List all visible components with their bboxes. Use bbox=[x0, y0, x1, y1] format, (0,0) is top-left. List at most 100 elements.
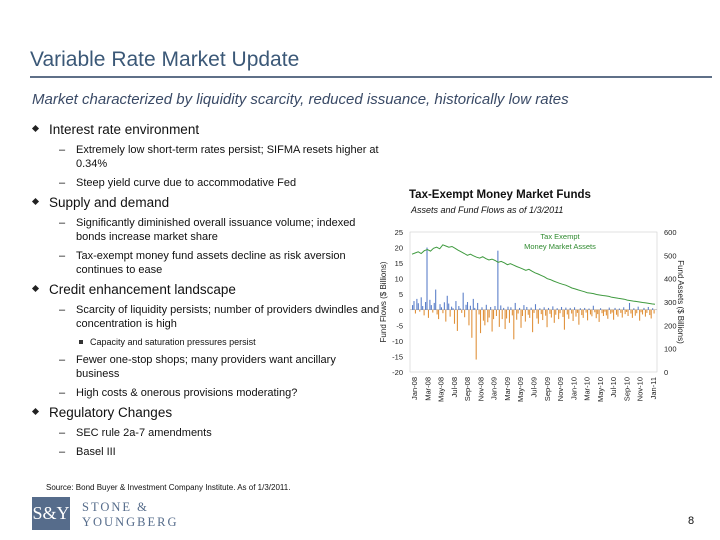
x-tick-label: Jan-09 bbox=[490, 377, 499, 400]
x-tick-label: Nov-09 bbox=[556, 377, 565, 401]
flow-bar bbox=[601, 309, 603, 314]
flow-bar bbox=[495, 309, 497, 316]
flow-bar bbox=[565, 307, 567, 310]
flow-bar bbox=[578, 309, 580, 325]
flow-bar bbox=[485, 304, 487, 310]
flow-bar bbox=[626, 309, 628, 312]
dash-bullet-icon: – bbox=[59, 250, 66, 262]
flow-bar bbox=[524, 309, 526, 322]
flow-bar bbox=[498, 309, 500, 327]
flow-bar bbox=[589, 309, 591, 315]
flow-bar bbox=[513, 309, 515, 340]
flow-bar bbox=[634, 309, 636, 316]
sub-bullet-text: Significantly diminished overall issuanc… bbox=[76, 217, 356, 243]
flow-bar bbox=[413, 301, 415, 310]
flow-bar bbox=[613, 309, 615, 320]
flow-bar bbox=[453, 309, 456, 324]
flow-bar bbox=[575, 309, 577, 317]
flow-bar bbox=[429, 299, 431, 310]
flow-bar bbox=[425, 302, 427, 310]
y-tick-label: -10 bbox=[392, 337, 403, 346]
flow-bar bbox=[464, 309, 466, 318]
flow-bar bbox=[588, 308, 590, 310]
flow-bar bbox=[500, 305, 502, 310]
flow-bar bbox=[474, 307, 476, 310]
x-tick-label: Nov-08 bbox=[476, 377, 485, 401]
x-tick-label: Jan-11 bbox=[649, 377, 658, 399]
sub-sub-bullet-text: Capacity and saturation pressures persis… bbox=[90, 337, 256, 347]
y-tick-label: 15 bbox=[395, 259, 403, 268]
flow-bar bbox=[449, 309, 451, 317]
diamond-bullet-icon bbox=[31, 124, 40, 133]
flow-bar bbox=[547, 307, 550, 310]
flow-bar bbox=[637, 306, 639, 310]
flow-bar bbox=[438, 309, 440, 320]
flow-bar bbox=[458, 306, 460, 310]
flow-bar bbox=[469, 305, 471, 310]
flow-bar bbox=[649, 309, 651, 316]
flow-bar bbox=[443, 302, 445, 310]
bullet-text: Credit enhancement landscape bbox=[49, 282, 236, 297]
flow-bar bbox=[427, 309, 429, 318]
x-tick-label: Sep-09 bbox=[543, 377, 552, 401]
x-tick-label: Jul-08 bbox=[450, 377, 459, 397]
flow-bar bbox=[653, 309, 655, 314]
y2-tick-label: 100 bbox=[664, 345, 677, 354]
y-tick-label: -15 bbox=[392, 352, 403, 361]
flow-bar bbox=[511, 309, 513, 316]
sub-bullet-item: – High costs & onerous provisions moderat… bbox=[30, 386, 380, 400]
flow-bar bbox=[494, 306, 496, 310]
flow-bar bbox=[600, 308, 602, 310]
assets-line-label: Money Market Assets bbox=[524, 242, 596, 251]
x-tick-label: May-08 bbox=[437, 377, 446, 402]
company-logo: S&Y bbox=[32, 497, 70, 530]
y2-tick-label: 500 bbox=[664, 251, 677, 260]
flow-bar bbox=[419, 309, 421, 312]
slide-subtitle: Market characterized by liquidity scarci… bbox=[32, 91, 569, 108]
flow-bar bbox=[412, 305, 414, 310]
flow-bar bbox=[621, 309, 623, 318]
flow-bar bbox=[611, 309, 613, 313]
flow-bar bbox=[545, 309, 547, 316]
flow-bar bbox=[435, 289, 437, 310]
sub-bullet-text: Basel III bbox=[76, 446, 116, 458]
sub-bullet-text: Extremely low short-term rates persist; … bbox=[76, 144, 379, 170]
diamond-bullet-icon bbox=[31, 407, 40, 416]
flow-bar bbox=[465, 304, 467, 310]
flow-bar bbox=[532, 309, 534, 333]
flow-bar bbox=[562, 309, 564, 317]
flow-bar bbox=[414, 309, 416, 314]
flow-bar bbox=[530, 307, 532, 310]
dash-bullet-icon: – bbox=[59, 304, 66, 316]
flow-bar bbox=[549, 309, 551, 314]
flow-bar bbox=[605, 309, 607, 316]
x-tick-label: Jul-10 bbox=[609, 377, 618, 397]
diamond-bullet-icon bbox=[31, 197, 40, 206]
flow-bar bbox=[608, 307, 610, 310]
flow-bar bbox=[504, 309, 506, 330]
flow-bar bbox=[581, 309, 583, 316]
flow-bar bbox=[647, 306, 649, 310]
sub-bullet-item: – Significantly diminished overall issuan… bbox=[30, 216, 380, 244]
x-tick-label: Jan-10 bbox=[569, 377, 578, 400]
chart-subtitle: Assets and Fund Flows as of 1/3/2011 bbox=[411, 205, 564, 215]
flow-bar bbox=[598, 309, 600, 322]
title-divider bbox=[30, 76, 712, 78]
flow-bar bbox=[497, 250, 499, 310]
flow-bar bbox=[615, 309, 618, 315]
x-tick-label: Jul-09 bbox=[530, 377, 539, 397]
bullet-item: Interest rate environment bbox=[30, 121, 380, 138]
flow-bar bbox=[461, 309, 463, 313]
flow-bar bbox=[631, 309, 633, 318]
flow-bar bbox=[560, 306, 563, 310]
square-bullet-icon bbox=[79, 340, 83, 344]
flow-bar bbox=[592, 305, 594, 310]
flow-bar bbox=[468, 309, 470, 326]
source-note: Source: Bond Buyer & Investment Company … bbox=[46, 483, 291, 492]
flow-bar bbox=[636, 309, 638, 314]
sub-bullet-text: High costs & onerous provisions moderati… bbox=[76, 387, 298, 399]
flow-bar bbox=[643, 307, 645, 310]
flow-bar bbox=[439, 304, 441, 310]
flow-bar bbox=[584, 307, 586, 310]
flow-bar bbox=[604, 309, 606, 312]
